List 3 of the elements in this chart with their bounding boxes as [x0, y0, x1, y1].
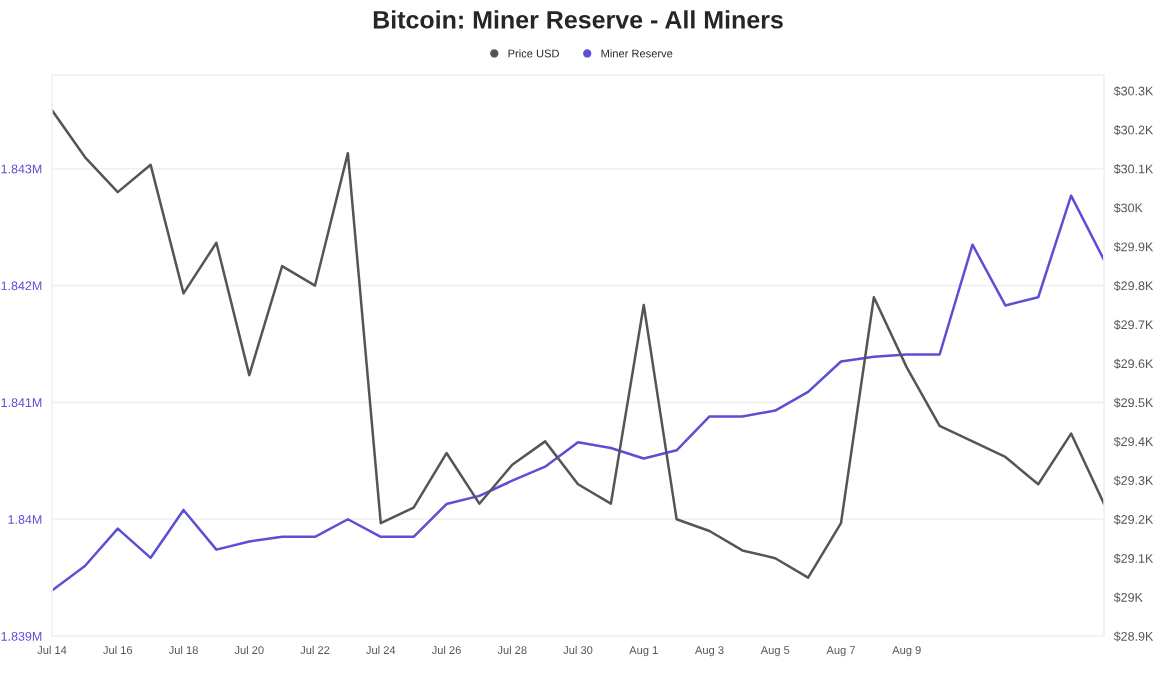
line-series	[52, 194, 1104, 592]
chart-title: Bitcoin: Miner Reserve - All Miners	[373, 10, 783, 29]
line-series	[52, 109, 1104, 579]
